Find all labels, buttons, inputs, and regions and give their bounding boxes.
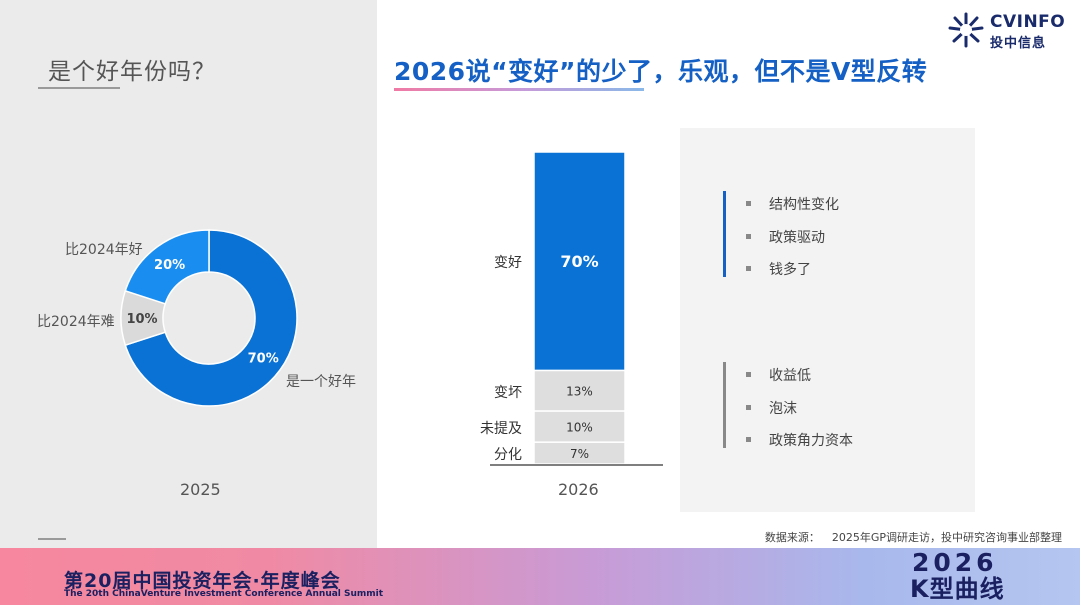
source-label: 数据来源： bbox=[764, 531, 820, 544]
footer-badge-year: 2026 bbox=[912, 548, 998, 577]
reason-positive-item: 政策驱动 bbox=[746, 227, 825, 247]
source-text: 2025年GP调研走访，投中研究咨询事业部整理 bbox=[831, 531, 1062, 544]
bar-category-label: 变坏 bbox=[494, 384, 522, 401]
data-source-note: 数据来源： 2025年GP调研走访，投中研究咨询事业部整理 bbox=[765, 529, 1062, 545]
reason-negative-item: 泡沫 bbox=[746, 398, 797, 418]
reason-negative-item: 政策角力资本 bbox=[746, 430, 853, 450]
positive-group-line bbox=[723, 191, 726, 277]
logo-burst-icon bbox=[948, 12, 984, 48]
bar-value-label: 70% bbox=[560, 252, 598, 271]
donut-category-label: 比2024年难 bbox=[37, 314, 115, 330]
bar-value-label: 10% bbox=[566, 421, 593, 435]
reason-negative-item: 收益低 bbox=[746, 365, 811, 385]
negative-group-line bbox=[723, 362, 726, 448]
bar-category-label: 变好 bbox=[494, 255, 522, 272]
donut-slice bbox=[124, 229, 210, 305]
reason-positive-item: 钱多了 bbox=[746, 259, 811, 279]
donut-value-label: 70% bbox=[248, 351, 279, 366]
bullet-icon bbox=[746, 404, 751, 410]
footer-banner bbox=[0, 548, 1080, 605]
donut-year-label: 2025 bbox=[180, 480, 221, 499]
bar-value-label: 13% bbox=[566, 385, 593, 399]
bar-year-label: 2026 bbox=[558, 480, 599, 499]
bar-segment bbox=[533, 369, 626, 412]
page-title: 2026说“变好”的少了，乐观，但不是V型反转 bbox=[394, 57, 928, 86]
logo-subtitle: 投中信息 bbox=[990, 36, 1047, 51]
footer-title-en: The 20th ChinaVenture Investment Confere… bbox=[64, 589, 384, 599]
left-title-underline bbox=[38, 87, 120, 89]
left-bottom-divider bbox=[38, 538, 66, 540]
bar-category-label: 分化 bbox=[494, 447, 522, 464]
donut-value-label: 20% bbox=[154, 258, 185, 273]
bullet-icon bbox=[746, 233, 751, 239]
title-underline bbox=[394, 88, 644, 91]
cvinfo-logo: CVINFO 投中信息 bbox=[944, 8, 1066, 51]
donut-category-label: 是一个好年 bbox=[286, 374, 356, 390]
donut-slice bbox=[124, 229, 298, 407]
left-section-title: 是个好年份吗？ bbox=[48, 59, 216, 85]
bar-segment bbox=[533, 410, 626, 443]
donut-chart-2025: 70% 10% 20% bbox=[120, 229, 298, 407]
footer-title-cn: 第20届中国投资年会·年度峰会 bbox=[64, 570, 341, 592]
bullet-icon bbox=[746, 265, 751, 271]
bar-value-label: 7% bbox=[570, 447, 589, 461]
donut-category-label: 比2024年好 bbox=[65, 242, 143, 258]
reason-positive-item: 结构性变化 bbox=[746, 194, 839, 214]
logo-name: CVINFO bbox=[990, 12, 1066, 32]
bullet-icon bbox=[746, 436, 751, 442]
donut-value-label: 10% bbox=[126, 312, 157, 327]
footer-badge-text: K型曲线 bbox=[910, 575, 1005, 603]
bullet-icon bbox=[746, 200, 751, 206]
bar-segment bbox=[533, 151, 626, 372]
bar-segment bbox=[533, 441, 626, 465]
bar-category-label: 未提及 bbox=[480, 420, 522, 437]
bullet-icon bbox=[746, 371, 751, 377]
reasons-panel bbox=[680, 128, 975, 512]
